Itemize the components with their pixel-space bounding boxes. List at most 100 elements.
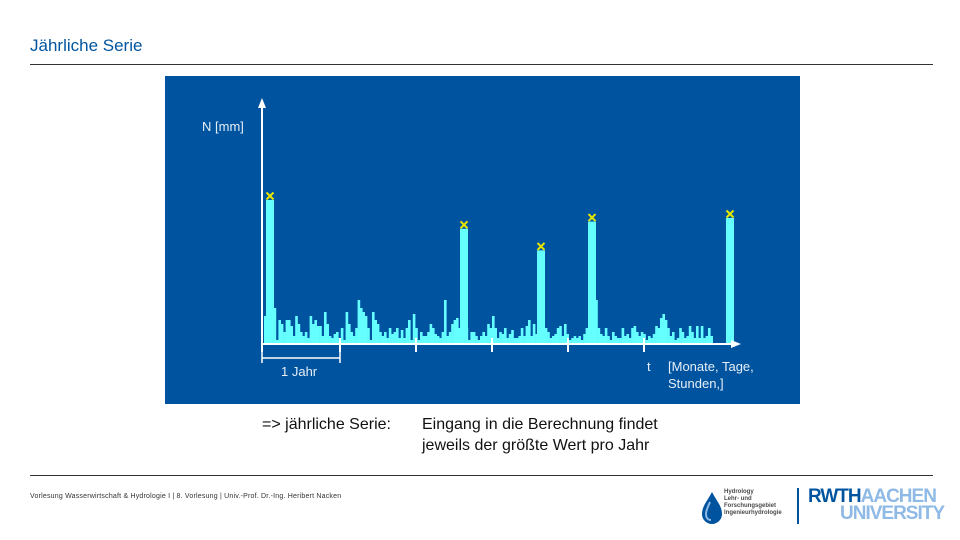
bar xyxy=(360,308,363,344)
bar xyxy=(576,338,579,344)
bar xyxy=(698,338,701,344)
bar xyxy=(614,336,617,344)
bar xyxy=(628,338,632,344)
bar xyxy=(482,332,485,344)
max-marker xyxy=(265,191,275,201)
note-lead: => jährliche Serie: xyxy=(262,416,391,433)
y-axis-label: N [mm] xyxy=(202,119,244,134)
bar xyxy=(336,332,339,344)
bar xyxy=(429,324,433,344)
bar xyxy=(580,340,584,344)
bar xyxy=(645,340,649,344)
bar xyxy=(513,338,517,344)
bar xyxy=(297,324,301,344)
bar xyxy=(520,328,524,344)
max-marker xyxy=(587,213,597,222)
bar xyxy=(621,328,625,344)
bar xyxy=(609,340,613,344)
max-marker xyxy=(725,209,735,219)
bar xyxy=(523,336,526,344)
bar xyxy=(528,320,531,344)
bar xyxy=(703,338,706,344)
bar xyxy=(662,314,665,344)
bar xyxy=(544,328,548,344)
bar xyxy=(436,336,440,344)
bar xyxy=(530,336,533,344)
bar xyxy=(602,336,605,344)
bar xyxy=(667,328,670,344)
bar xyxy=(448,332,452,344)
bar xyxy=(552,336,555,344)
bar xyxy=(573,336,577,344)
bar xyxy=(453,320,457,344)
bar xyxy=(583,334,586,344)
rwth-logo: RWTHAACHEN xyxy=(808,487,937,506)
x-axis-arrow-icon xyxy=(731,340,741,348)
university-text: UNIVERSITY xyxy=(840,503,945,524)
bar xyxy=(391,334,394,344)
bar xyxy=(660,318,663,344)
bar xyxy=(278,320,281,344)
bar xyxy=(672,332,675,344)
bar xyxy=(314,320,317,344)
bar xyxy=(686,336,689,344)
bar xyxy=(405,328,409,344)
bar xyxy=(393,332,397,344)
top-divider xyxy=(30,64,933,65)
bar xyxy=(597,328,601,344)
bar xyxy=(585,328,589,344)
bar xyxy=(434,334,437,344)
bar xyxy=(559,326,562,344)
bar xyxy=(472,332,476,344)
bar xyxy=(516,338,519,344)
bar xyxy=(681,332,685,344)
bar xyxy=(508,334,512,344)
bar xyxy=(556,328,560,344)
bar xyxy=(688,326,692,344)
bar xyxy=(432,328,435,344)
bar xyxy=(554,334,557,344)
bar xyxy=(386,338,389,344)
bar xyxy=(477,340,481,344)
bar xyxy=(506,338,509,344)
bar xyxy=(664,320,668,344)
bar xyxy=(374,320,377,344)
hydrology-logo xyxy=(702,492,722,524)
bar xyxy=(564,324,567,344)
peak-bar xyxy=(537,250,545,344)
bar xyxy=(487,324,490,344)
bar xyxy=(288,320,291,344)
series-diagram: N [mm] 1 Jahr t [Monate, Tage, Stunden,] xyxy=(165,76,800,404)
bar xyxy=(340,328,344,344)
bar xyxy=(379,332,382,344)
bar xyxy=(321,336,325,344)
bar xyxy=(535,334,538,344)
bar xyxy=(348,324,351,344)
bar xyxy=(494,328,497,344)
t-axis-label: t xyxy=(647,359,651,374)
bar xyxy=(657,328,661,344)
y-axis-arrow-icon xyxy=(258,98,266,108)
institute-name: Hydrology Lehr- und Forschungsgebiet Ing… xyxy=(724,489,782,516)
bar xyxy=(422,336,425,344)
bar xyxy=(355,328,358,344)
bar xyxy=(674,340,677,344)
bar xyxy=(444,300,447,344)
bar xyxy=(468,340,471,344)
bottom-divider xyxy=(30,475,933,476)
bar xyxy=(343,340,346,344)
explanation-note: => jährliche Serie: Eingang in die Berech… xyxy=(262,414,658,456)
bar xyxy=(626,334,629,344)
bar xyxy=(549,338,553,344)
bar xyxy=(578,336,581,344)
bar xyxy=(273,308,277,344)
bar xyxy=(424,336,428,344)
bar xyxy=(290,326,293,344)
bar xyxy=(604,328,608,344)
footer-text: Vorlesung Wasserwirtschaft & Hydrologie … xyxy=(30,493,342,500)
bar xyxy=(312,324,315,344)
slide-title: Jährliche Serie xyxy=(30,36,143,55)
bar xyxy=(619,338,622,344)
bar xyxy=(403,338,406,344)
bar xyxy=(456,318,459,344)
